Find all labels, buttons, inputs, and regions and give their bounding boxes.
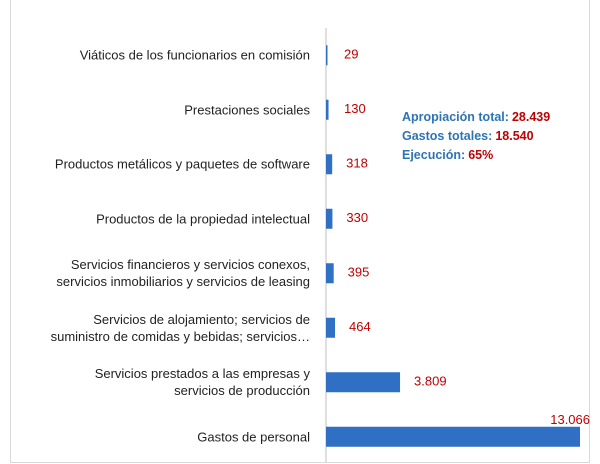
annotation: Gastos totales: 18.540 xyxy=(402,129,534,143)
annotation-value: 18.540 xyxy=(495,129,533,143)
annotation: Apropiación total: 28.439 xyxy=(402,110,550,124)
bar xyxy=(326,263,334,284)
bar xyxy=(326,317,336,338)
value-label: 330 xyxy=(346,210,368,225)
value-label: 395 xyxy=(348,265,370,280)
bar xyxy=(326,426,580,447)
chart-frame xyxy=(10,0,590,463)
category-label: Productos de la propiedad intelectual xyxy=(96,211,310,227)
bar xyxy=(326,372,401,393)
annotation-label: Apropiación total: xyxy=(402,110,509,124)
value-label: 464 xyxy=(349,319,371,334)
category-label: Servicios de alojamiento; servicios de s… xyxy=(50,311,310,344)
annotation-value: 65% xyxy=(468,148,493,162)
bar xyxy=(326,45,328,66)
category-label: Productos metálicos y paquetes de softwa… xyxy=(54,156,310,172)
bar xyxy=(326,99,329,120)
annotation: Ejecución: 65% xyxy=(402,148,493,162)
annotation-label: Gastos totales: xyxy=(402,129,492,143)
bar xyxy=(326,208,333,229)
bar xyxy=(326,154,333,175)
value-label: 3.809 xyxy=(414,374,447,389)
value-label: 318 xyxy=(346,156,368,171)
category-label: Prestaciones sociales xyxy=(184,102,310,118)
category-label: Servicios financieros y servicios conexo… xyxy=(56,257,310,290)
category-label: Gastos de personal xyxy=(197,429,310,445)
value-label: 13.066 xyxy=(550,412,590,427)
annotation-value: 28.439 xyxy=(512,110,550,124)
annotation-label: Ejecución: xyxy=(402,148,465,162)
value-label: 130 xyxy=(344,101,366,116)
category-label: Servicios prestados a las empresas y ser… xyxy=(94,366,310,399)
value-label: 29 xyxy=(344,47,358,62)
category-label: Viáticos de los funcionarios en comisión xyxy=(79,47,310,63)
